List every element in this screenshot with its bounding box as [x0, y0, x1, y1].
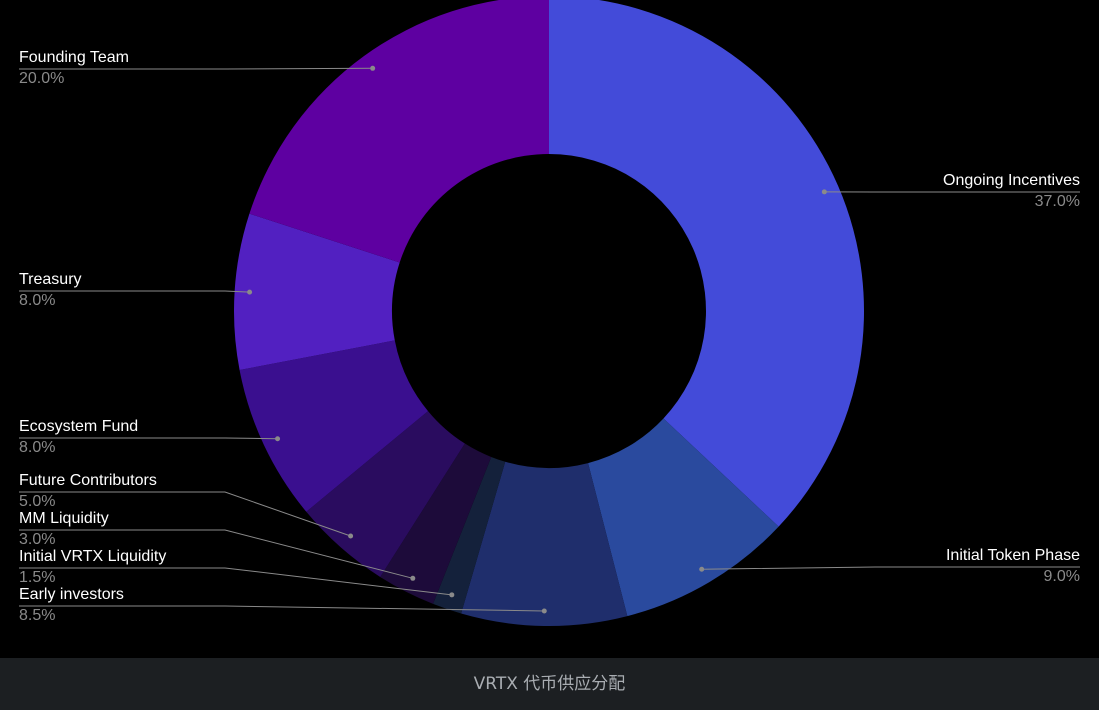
slice-value-label: 8.0%: [19, 439, 55, 456]
donut-slice: [588, 418, 779, 617]
leader-line: [701, 566, 1080, 570]
slice-value-label: 3.0%: [19, 531, 55, 548]
leader-dot: [699, 566, 705, 572]
slice-label: Treasury: [19, 271, 82, 288]
leader-line: [19, 605, 545, 612]
slice-label: Initial VRTX Liquidity: [19, 548, 166, 565]
donut-slice: [249, 0, 549, 263]
slice-label: Ecosystem Fund: [19, 418, 138, 435]
slice-label: Early investors: [19, 586, 124, 603]
chart-caption: VRTX 代币供应分配: [0, 658, 1099, 710]
donut-slice: [239, 340, 429, 512]
leader-dot: [410, 575, 416, 581]
leader-line: [19, 437, 278, 440]
slice-value-label: 20.0%: [19, 70, 64, 87]
donut-slice: [233, 213, 400, 371]
slice-label: Future Contributors: [19, 472, 157, 489]
leader-line: [19, 567, 452, 596]
slice-value-label: 37.0%: [1035, 193, 1080, 210]
leader-dot: [275, 436, 281, 442]
leader-dot: [348, 533, 354, 539]
leader-line: [19, 67, 373, 70]
leader-dot: [821, 189, 827, 195]
leader-dot: [247, 289, 253, 295]
leader-line: [19, 529, 413, 579]
leader-dot: [370, 65, 376, 71]
leader-line: [19, 491, 351, 537]
slice-label: Initial Token Phase: [946, 547, 1080, 564]
slice-value-label: 9.0%: [1044, 568, 1080, 585]
donut-slice: [461, 461, 628, 626]
chart: Ongoing Incentives 37.0% Initial Token Pha…: [19, 0, 1080, 626]
slice-value-label: 5.0%: [19, 493, 55, 510]
leader-dot: [541, 608, 547, 614]
slice-value-label: 8.0%: [19, 292, 55, 309]
donut-slice: [306, 411, 465, 577]
slice-label: Ongoing Incentives: [943, 172, 1080, 189]
slice-label: MM Liquidity: [19, 510, 109, 527]
leader-dot: [449, 592, 455, 598]
leader-line: [19, 290, 250, 293]
slice-label: Founding Team: [19, 49, 129, 66]
donut-slice: [433, 456, 506, 614]
slice-value-label: 8.5%: [19, 607, 55, 624]
slice-value-label: 1.5%: [19, 569, 55, 586]
donut-slice: [549, 0, 864, 527]
donut-slice: [380, 443, 492, 604]
